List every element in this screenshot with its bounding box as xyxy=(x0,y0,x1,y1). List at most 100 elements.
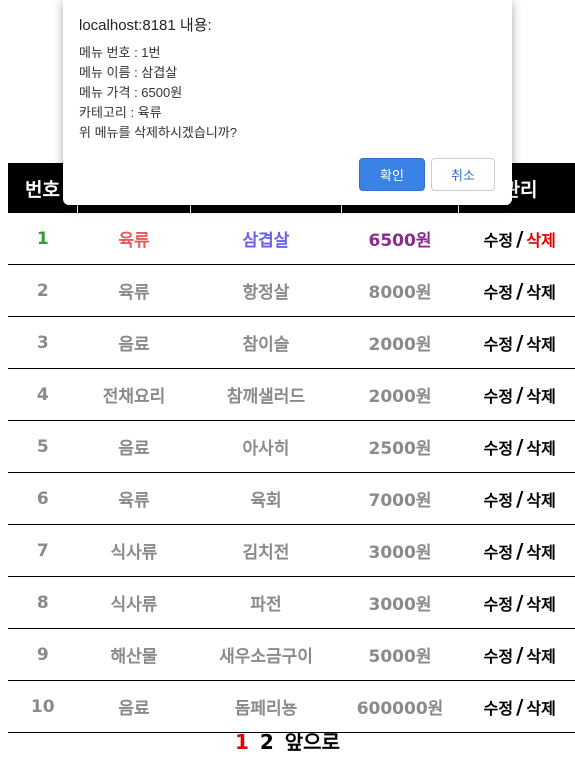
row-menu-name: 육회 xyxy=(190,472,342,525)
row-number: 10 xyxy=(8,680,78,733)
delete-link[interactable]: 삭제 xyxy=(526,438,556,458)
row-category: 식사류 xyxy=(77,576,191,629)
row-actions: 수정 / 삭제 xyxy=(458,420,575,473)
dialog-line: 위 메뉴를 삭제하시겠습니까? xyxy=(79,125,237,140)
delete-link[interactable]: 삭제 xyxy=(526,334,556,354)
page-link-2[interactable]: 2 xyxy=(259,730,274,754)
row-menu-name: 참이슬 xyxy=(190,316,342,369)
edit-link[interactable]: 수정 xyxy=(483,542,514,562)
cancel-button[interactable]: 취소 xyxy=(431,158,495,191)
dialog-title: localhost:8181 내용: xyxy=(79,17,212,34)
row-actions: 수정 / 삭제 xyxy=(458,264,575,317)
row-menu-name: 참깨샐러드 xyxy=(190,368,342,421)
table-row: 8 식사류 파전 3000원 수정 / 삭제 xyxy=(8,576,575,629)
action-separator: / xyxy=(516,694,524,719)
row-category: 해산물 xyxy=(77,628,191,681)
row-actions: 수정 / 삭제 xyxy=(458,472,575,525)
action-separator: / xyxy=(516,590,524,615)
row-category: 육류 xyxy=(77,472,191,525)
dialog-message: 메뉴 번호 : 1번 메뉴 이름 : 삼겹살 메뉴 가격 : 6500원 카테고… xyxy=(79,43,237,143)
ok-button[interactable]: 확인 xyxy=(359,158,425,191)
row-number: 8 xyxy=(8,576,78,629)
row-price: 600000원 xyxy=(341,680,459,733)
action-separator: / xyxy=(516,434,524,459)
row-price: 7000원 xyxy=(341,472,459,525)
edit-link[interactable]: 수정 xyxy=(483,594,514,614)
edit-link[interactable]: 수정 xyxy=(483,646,514,666)
row-category: 음료 xyxy=(77,680,191,733)
delete-link[interactable]: 삭제 xyxy=(526,646,556,666)
table-row: 7 식사류 김치전 3000원 수정 / 삭제 xyxy=(8,524,575,577)
row-price: 8000원 xyxy=(341,264,459,317)
table-row: 10 음료 돔페리뇽 600000원 수정 / 삭제 xyxy=(8,680,575,733)
delete-link[interactable]: 삭제 xyxy=(526,542,556,562)
dialog-line: 카테고리 : 육류 xyxy=(79,105,162,120)
row-actions: 수정 / 삭제 xyxy=(458,680,575,733)
row-actions: 수정 / 삭제 xyxy=(458,213,575,265)
row-actions: 수정 / 삭제 xyxy=(458,628,575,681)
row-number: 9 xyxy=(8,628,78,681)
delete-link[interactable]: 삭제 xyxy=(526,230,556,250)
action-separator: / xyxy=(516,226,524,251)
edit-link[interactable]: 수정 xyxy=(483,490,514,510)
row-category: 음료 xyxy=(77,420,191,473)
edit-link[interactable]: 수정 xyxy=(483,698,514,718)
row-menu-name: 삼겹살 xyxy=(190,213,342,265)
table-row: 2 육류 항정살 8000원 수정 / 삭제 xyxy=(8,264,575,317)
row-price: 2500원 xyxy=(341,420,459,473)
row-number: 6 xyxy=(8,472,78,525)
table-row: 9 해산물 새우소금구이 5000원 수정 / 삭제 xyxy=(8,628,575,681)
delete-link[interactable]: 삭제 xyxy=(526,698,556,718)
row-price: 3000원 xyxy=(341,524,459,577)
delete-link[interactable]: 삭제 xyxy=(526,490,556,510)
dialog-line: 메뉴 번호 : 1번 xyxy=(79,45,161,60)
edit-link[interactable]: 수정 xyxy=(483,386,514,406)
menu-table: 번호 카테고리 메뉴 이름 가격 관리 1육류삼겹살6500원수정/삭제2육류항… xyxy=(8,163,575,733)
row-price: 5000원 xyxy=(341,628,459,681)
table-row: 4 전채요리 참깨샐러드 2000원 수정 / 삭제 xyxy=(8,368,575,421)
delete-link[interactable]: 삭제 xyxy=(526,594,556,614)
row-number: 4 xyxy=(8,368,78,421)
page-forward-link[interactable]: 앞으로 xyxy=(284,730,340,754)
row-category: 식사류 xyxy=(77,524,191,577)
row-category: 음료 xyxy=(77,316,191,369)
row-category: 전채요리 xyxy=(77,368,191,421)
page-link-1[interactable]: 1 xyxy=(235,730,249,754)
row-category: 육류 xyxy=(77,264,191,317)
edit-link[interactable]: 수정 xyxy=(483,230,514,250)
action-separator: / xyxy=(516,642,524,667)
row-number: 5 xyxy=(8,420,78,473)
row-price: 3000원 xyxy=(341,576,459,629)
edit-link[interactable]: 수정 xyxy=(483,334,514,354)
row-number: 7 xyxy=(8,524,78,577)
row-menu-name: 새우소금구이 xyxy=(190,628,342,681)
edit-link[interactable]: 수정 xyxy=(483,282,514,302)
edit-link[interactable]: 수정 xyxy=(483,438,514,458)
action-separator: / xyxy=(516,382,524,407)
row-menu-name: 항정살 xyxy=(190,264,342,317)
row-menu-name: 돔페리뇽 xyxy=(190,680,342,733)
table-row: 5 음료 아사히 2500원 수정 / 삭제 xyxy=(8,420,575,473)
table-row: 6 육류 육회 7000원 수정 / 삭제 xyxy=(8,472,575,525)
delete-link[interactable]: 삭제 xyxy=(526,282,556,302)
row-price: 2000원 xyxy=(341,368,459,421)
row-price: 6500원 xyxy=(341,213,459,265)
row-actions: 수정 / 삭제 xyxy=(458,524,575,577)
row-actions: 수정 / 삭제 xyxy=(458,368,575,421)
action-separator: / xyxy=(516,330,524,355)
action-separator: / xyxy=(516,538,524,563)
row-category: 육류 xyxy=(77,213,191,265)
row-menu-name: 아사히 xyxy=(190,420,342,473)
row-price: 2000원 xyxy=(341,316,459,369)
row-actions: 수정 / 삭제 xyxy=(458,316,575,369)
row-number: 2 xyxy=(8,264,78,317)
dialog-line: 메뉴 가격 : 6500원 xyxy=(79,85,183,100)
row-number: 3 xyxy=(8,316,78,369)
pagination: 1 2 앞으로 xyxy=(0,726,575,755)
row-actions: 수정 / 삭제 xyxy=(458,576,575,629)
table-row: 1 육류 삼겹살 6500원 수정 / 삭제 xyxy=(8,213,575,265)
action-separator: / xyxy=(516,278,524,303)
action-separator: / xyxy=(516,486,524,511)
delete-link[interactable]: 삭제 xyxy=(526,386,556,406)
